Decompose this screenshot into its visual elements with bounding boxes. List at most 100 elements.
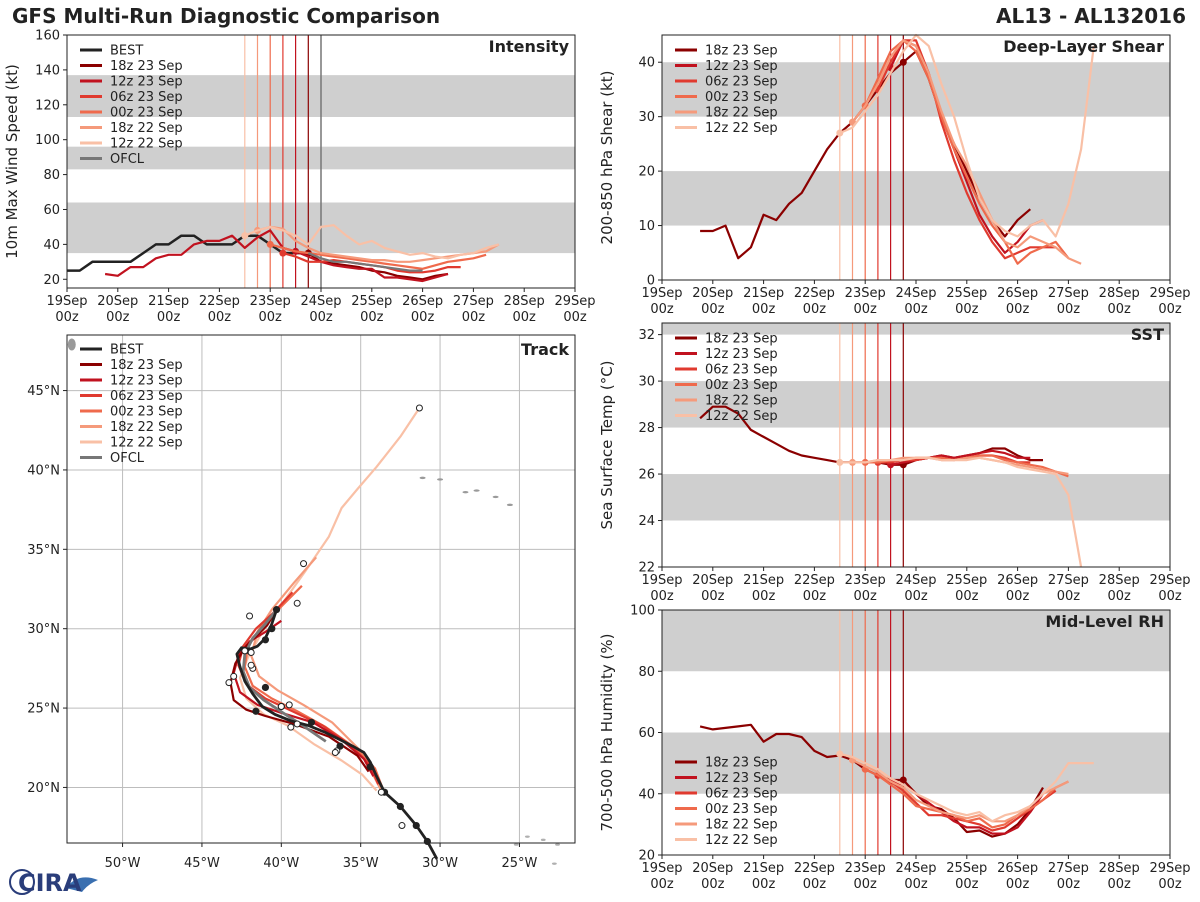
sst-ytick-label: 24 [638,514,655,529]
track-best-marker [412,821,420,830]
intensity-legend-label-18z-23-sep: 18z 23 Sep [110,59,183,74]
island-shape [513,843,519,846]
track-series-ofcl [241,608,327,743]
sst-band-1 [662,381,1170,428]
shear-xtick-day-label: 20Sep [692,286,733,301]
sst-legend-label-18z-23-sep: 18z 23 Sep [705,332,778,347]
shear-legend-label-00z-23-sep: 00z 23 Sep [705,90,778,105]
rh-xtick-hour-label: 00z [701,877,725,892]
sst-xtick-hour-label: 00z [955,589,979,604]
intensity-ytick-label: 20 [43,273,60,288]
sst-legend-label-00z-23-sep: 00z 23 Sep [705,378,778,393]
track-xtick-label: 50°W [105,856,141,871]
track-best-marker [366,763,374,771]
track-legend-label-18z-23-sep: 18z 23 Sep [110,358,183,373]
intensity-xtick-hour-label: 00z [360,310,384,325]
intensity-ylabel: 10m Max Wind Speed (kt) [3,64,21,259]
shear-ytick-label: 10 [638,219,655,234]
sst-marker-12z-22-sep [836,458,844,466]
panel-sst: 22242628303219Sep00z20Sep00z21Sep00z22Se… [598,322,1191,604]
intensity-xtick-hour-label: 00z [208,310,232,325]
track-xtick-label: 45°W [184,856,220,871]
intensity-xtick-day-label: 29Sep [554,294,595,309]
shear-legend-label-18z-23-sep: 18z 23 Sep [705,44,778,59]
rh-xtick-day-label: 19Sep [641,861,682,876]
shear-xtick-day-label: 19Sep [641,286,682,301]
shear-xtick-day-label: 28Sep [1099,286,1140,301]
track-best-marker [307,718,316,726]
track-series-18z-22-sep [250,556,383,792]
page-title: GFS Multi-Run Diagnostic Comparison [12,4,441,28]
intensity-xtick-day-label: 24Sep [300,294,341,309]
intensity-ytick-label: 40 [43,238,60,253]
track-open-marker-18z-22-sep [247,649,255,656]
track-best-marker [261,636,270,644]
track-open-marker-18z-22-sep [293,599,301,607]
shear-xtick-day-label: 26Sep [997,286,1038,301]
track-open-marker-12z-22-sep [246,612,254,620]
sst-ytick-label: 26 [638,468,655,483]
shear-legend-label-18z-22-sep: 18z 22 Sep [705,106,778,121]
track-legend-label-ofcl: OFCL [110,451,145,466]
shear-title: Deep-Layer Shear [1003,37,1164,56]
track-ytick-label: 35°N [27,543,60,558]
track-best-marker [272,606,281,614]
sst-xtick-hour-label: 00z [650,589,674,604]
storm-id: AL13 - AL132016 [996,4,1186,28]
shear-xtick-day-label: 27Sep [1048,286,1089,301]
rh-series-00z-23-sep [864,768,1069,829]
rh-ytick-label: 80 [638,665,655,680]
intensity-legend-label-best: BEST [110,44,143,59]
sst-series-12z-22-sep [839,456,1083,568]
shear-xtick-hour-label: 00z [650,302,674,317]
track-open-marker-18z-22-sep [277,702,285,710]
track-open-marker-12z-22-sep [415,404,423,412]
intensity-legend-label-12z-22-sep: 12z 22 Sep [110,137,183,152]
island-shape [492,495,499,499]
rh-title: Mid-Level RH [1045,612,1164,631]
track-frame [66,334,576,844]
track-open-marker-12z-22-sep [225,679,233,687]
track-open-marker-12z-22-sep [241,647,249,655]
rh-ytick-label: 100 [630,604,655,619]
rh-xtick-day-label: 24Sep [895,861,936,876]
rh-xtick-hour-label: 00z [752,877,776,892]
intensity-xtick-hour-label: 00z [563,310,587,325]
sst-xtick-hour-label: 00z [1057,589,1081,604]
intensity-marker-06z-23-sep [279,249,287,257]
track-legend-label-18z-22-sep: 18z 22 Sep [110,420,183,435]
track-best-marker [396,802,404,811]
intensity-xtick-hour-label: 00z [309,310,333,325]
track-best-marker [252,707,260,715]
track-legend-label-12z-23-sep: 12z 23 Sep [110,374,183,389]
rh-xtick-hour-label: 00z [1108,877,1132,892]
island-shape [437,478,444,481]
rh-xtick-hour-label: 00z [803,877,827,892]
sst-xtick-hour-label: 00z [1108,589,1132,604]
sst-xtick-hour-label: 00z [854,589,878,604]
shear-xtick-day-label: 25Sep [946,286,987,301]
shear-xtick-day-label: 24Sep [895,286,936,301]
intensity-xtick-hour-label: 00z [411,310,435,325]
track-legend-label-12z-22-sep: 12z 22 Sep [110,436,183,451]
shear-xtick-day-label: 21Sep [743,286,784,301]
rh-xtick-day-label: 26Sep [997,861,1038,876]
island-shape [524,835,530,838]
track-legend-label-06z-23-sep: 06z 23 Sep [110,389,183,404]
rh-ytick-label: 40 [638,787,655,802]
intensity-xtick-day-label: 28Sep [504,294,545,309]
rh-xtick-day-label: 28Sep [1099,861,1140,876]
track-open-marker-12z-22-sep [247,661,255,669]
track-xtick-label: 30°W [422,856,458,871]
rh-legend-label-18z-23-sep: 18z 23 Sep [705,756,778,771]
rh-xtick-hour-label: 00z [1158,877,1182,892]
intensity-xtick-hour-label: 00z [55,310,79,325]
intensity-ytick-label: 100 [35,133,60,148]
intensity-xtick-day-label: 26Sep [402,294,443,309]
shear-legend-label-12z-22-sep: 12z 22 Sep [705,121,778,136]
rh-xtick-day-label: 21Sep [743,861,784,876]
rh-xtick-hour-label: 00z [955,877,979,892]
shear-xtick-hour-label: 00z [701,302,725,317]
shear-xtick-day-label: 23Sep [845,286,886,301]
sst-ytick-label: 28 [638,421,655,436]
